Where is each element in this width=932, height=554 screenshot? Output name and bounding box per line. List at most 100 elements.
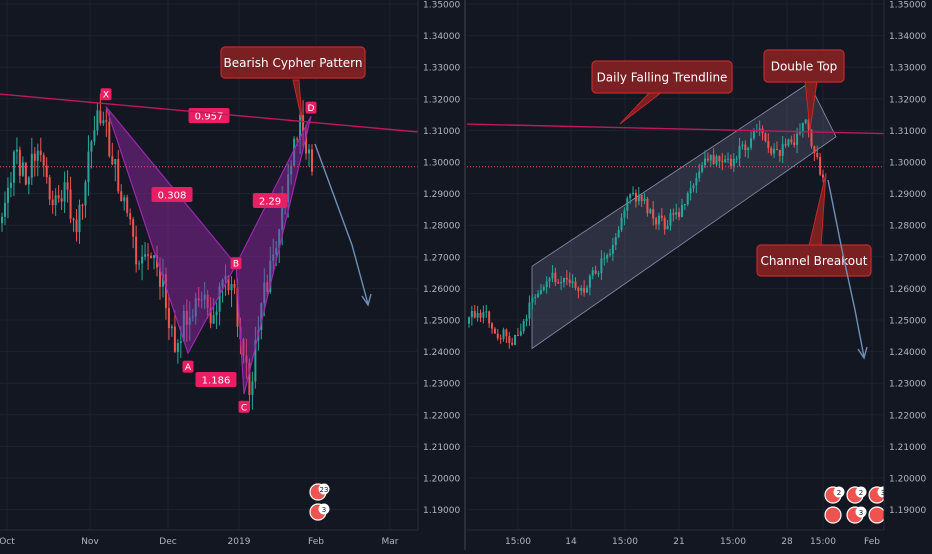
candle-body (144, 254, 147, 257)
candle (182, 304, 185, 342)
candle (804, 119, 807, 125)
candle (470, 305, 473, 326)
pattern-point-bg (100, 88, 112, 101)
candle (632, 186, 635, 196)
fib-ratio-bg (252, 193, 288, 208)
candle-body (135, 236, 138, 265)
candle-body (263, 282, 266, 304)
fib-ratio-2.29[interactable]: 2.29 (252, 193, 288, 208)
event-badge[interactable] (868, 506, 886, 524)
pattern-point-c[interactable]: C (238, 400, 250, 414)
candle (496, 328, 499, 341)
candle (203, 282, 206, 310)
pattern-point-b[interactable]: B (230, 257, 242, 270)
candle (704, 150, 706, 169)
bcd-triangle[interactable] (235, 115, 312, 395)
candle-body (698, 171, 701, 179)
candle-body (669, 213, 672, 226)
candle-body (90, 141, 93, 152)
candle-body (488, 311, 491, 324)
annotation-double-top[interactable]: Double Top (763, 49, 845, 131)
arrow-line (314, 143, 369, 305)
candle-body (248, 362, 251, 395)
candle (727, 152, 730, 164)
right-price-axis[interactable]: 1.35000 1.34000 1.33000 1.32000 1.31000 1.300… (883, 0, 932, 530)
left-chart-panel[interactable]: X A B C D 0.308 1.186 2.29 0.957 Bearish Cypher … (0, 0, 464, 550)
candle (686, 191, 689, 207)
candle-body (675, 212, 678, 215)
candle-body (649, 209, 652, 214)
event-badges[interactable]: 2 2 3 3 (824, 486, 889, 524)
candle (580, 285, 583, 296)
candle-body (153, 255, 156, 259)
pattern-point-x[interactable]: X (100, 88, 112, 101)
event-badge[interactable]: 3 (846, 506, 867, 524)
candle (48, 174, 51, 206)
fib-ratio-label: 1.186 (202, 376, 231, 387)
candle-body (709, 155, 712, 161)
candle (21, 156, 24, 178)
candle-body (281, 202, 284, 230)
fib-ratio-1.186[interactable]: 1.186 (195, 372, 237, 387)
candle (33, 147, 36, 177)
candle (640, 194, 643, 208)
left-price-axis[interactable]: 1.35000 1.34000 1.33000 1.32000 1.31000 1.300… (417, 0, 464, 530)
event-badge[interactable]: 23 (309, 483, 330, 501)
left-time-axis[interactable]: Oct Nov Dec 2019 Feb Mar (0, 529, 464, 550)
falling-trendline[interactable] (0, 93, 419, 133)
daily-falling-trendline[interactable] (466, 123, 885, 135)
candle (548, 276, 551, 288)
candle (801, 122, 804, 138)
candle (123, 194, 126, 211)
pattern-point-bg (238, 400, 250, 413)
candle-body (522, 321, 525, 332)
projection-arrow[interactable] (314, 143, 372, 307)
candle (233, 279, 236, 295)
candle (775, 141, 778, 151)
candle (758, 120, 761, 136)
x-tick-label: Mar (382, 537, 399, 547)
event-badge[interactable]: 3 (309, 503, 330, 521)
event-badges[interactable]: 23 3 (309, 483, 330, 521)
candle (750, 131, 753, 151)
candle-body (695, 178, 698, 186)
right-chart-panel[interactable]: Daily Falling Trendline Double Top Channel… (466, 0, 932, 550)
badge-count-bg (318, 483, 330, 495)
candle-body (657, 215, 660, 225)
y-tick-label: 1.29000 (423, 190, 460, 200)
candle-body (666, 225, 669, 230)
candle (732, 153, 735, 173)
channel-band[interactable] (531, 82, 837, 350)
candle (724, 155, 727, 163)
candle (96, 103, 99, 136)
pattern-point-a[interactable]: A (182, 360, 194, 374)
right-time-axis[interactable]: 15:00 14 15:00 21 15:00 28 15:00 Feb (467, 529, 932, 550)
candle (12, 149, 15, 196)
candle (60, 189, 63, 210)
annotation-daily-falling-trendline[interactable]: Daily Falling Trendline (591, 60, 733, 125)
rising-channel[interactable] (531, 82, 837, 350)
badge-count: 2 (837, 489, 841, 497)
event-badge[interactable] (824, 506, 842, 524)
candle (663, 215, 666, 235)
candle (72, 217, 75, 232)
candle (63, 171, 66, 214)
pattern-point-d[interactable]: D (305, 101, 317, 115)
event-badge[interactable]: 2 (846, 486, 867, 504)
candle-body (775, 148, 778, 150)
candle-body (167, 308, 170, 329)
candle (84, 179, 87, 218)
xab-triangle[interactable] (105, 106, 237, 355)
pattern-point-label: C (241, 403, 247, 413)
candle-body (27, 177, 30, 185)
annotation-bearish-cypher[interactable]: Bearish Cypher Pattern (220, 46, 366, 122)
candle-body (72, 218, 75, 220)
candle (87, 135, 90, 196)
fib-ratio-0.308[interactable]: 0.308 (151, 187, 193, 202)
fib-ratio-label: 0.308 (158, 191, 187, 202)
event-badge[interactable]: 2 (824, 486, 845, 504)
fib-ratio-0.957[interactable]: 0.957 (188, 108, 230, 123)
candle (657, 212, 660, 231)
left-plot-area[interactable] (0, 0, 418, 530)
projection-arrow[interactable] (827, 179, 868, 360)
